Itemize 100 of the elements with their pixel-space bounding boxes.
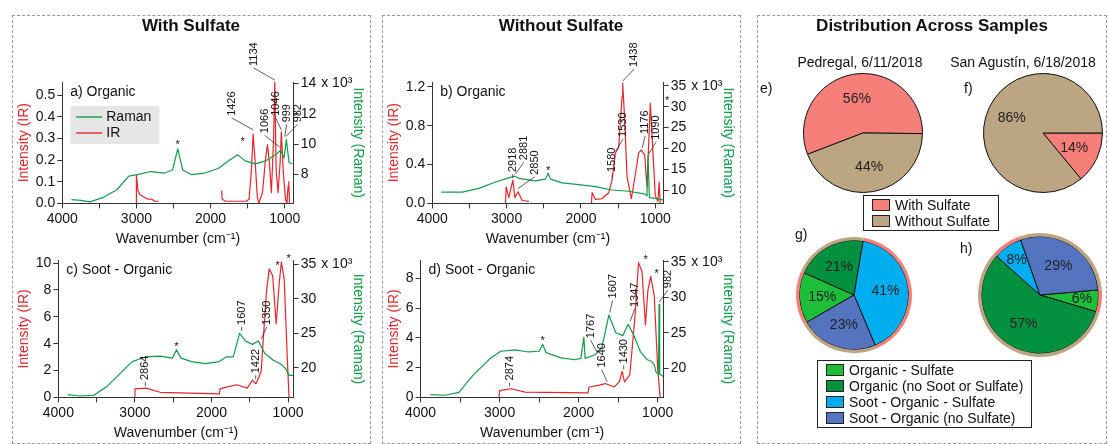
x-axis-title: Wavenumber (cm⁻¹) [479,424,605,441]
annotation: a) Organic [70,82,136,99]
annotation: * [654,267,660,280]
y-tick-label: 8 [43,280,52,297]
annotation: 2874 [502,355,515,381]
y2-axis-title: Intensity (Raman) [350,273,367,385]
data-label: 15% [808,287,837,304]
legend-label: Soot - Organic (no Sulfate) [849,410,1016,426]
y-tick-label: 0.2 [35,150,56,167]
y2-tick-label: 14 [300,74,317,91]
chart-title: Distribution Across Samples [815,16,1049,36]
annotation: 1607 [234,300,247,325]
x-axis-title: Wavenumber (cm⁻¹) [485,230,611,247]
y-axis-title: Intensity (IR) [385,289,402,369]
annotation: 1090 [649,115,662,140]
y-tick-label: 0.1 [35,172,56,189]
annotation: * [175,137,181,150]
x-tick-label: 2000 [195,403,228,420]
y2-tick-label: 25 [670,323,687,340]
x-tick-label: 3000 [491,209,523,226]
chart-subtitle: Pedregal, 6/11/2018 [797,54,923,70]
annotation: 1530 [616,112,629,137]
data-label: 29% [1044,257,1073,274]
x-tick-label: 3000 [120,209,153,226]
annotation: 1438 [627,42,640,67]
y2-tick-label: 35 [300,255,317,272]
chart-subtitle: San Agustín, 6/18/2018 [949,54,1097,70]
y-axis-title: Intensity (IR) [385,103,402,183]
y2-tick-label: 35 [670,252,687,269]
annotation: * [545,163,551,176]
text: x 10³ [691,252,723,269]
data-label: 23% [829,315,858,332]
y-tick-label: 0.4 [35,107,56,124]
y2-tick-label: 12 [300,104,317,121]
y-tick-label: 4 [43,334,52,351]
y2-tick-label: 20 [300,358,317,375]
annotation: 1426 [224,91,237,116]
data-label: 14% [1060,138,1089,155]
data-label: 21% [824,257,854,274]
annotation: 1347 [627,282,640,308]
annotation: * [240,135,246,148]
legend-label: Organic (no Soot or Sulfate) [849,378,1024,394]
y-axis-title: Intensity (IR) [15,103,32,183]
annotation: 2850 [527,150,540,175]
legend-label: IR [106,123,121,140]
x-tick-label: 4000 [46,209,79,226]
y-tick-label: 0.3 [35,129,56,146]
legend-label: With Sulfate [895,197,971,213]
y2-tick-label: 10 [670,181,687,198]
annotation: d) Soot - Organic [428,261,536,278]
annotation: 1176 [638,110,651,134]
y2-tick-label: 20 [670,359,687,376]
text: x 10³ [321,74,353,91]
annotation: * [665,93,671,106]
y-tick-label: 2 [43,361,52,378]
y-tick-label: 2 [405,358,414,375]
annotation: 982 [660,269,673,289]
legend-label: Organic - Sulfate [849,362,955,378]
text: e) [760,80,773,96]
y-tick-label: 4 [405,328,414,345]
data-label: 86% [997,109,1026,126]
y-tick-label: 1.2 [405,77,426,94]
y-tick-label: 0.0 [405,194,426,211]
y2-axis-title: Intensity (Raman) [720,87,737,198]
chart-title: Without Sulfate [497,16,625,36]
y-axis-title: Intensity (IR) [15,289,32,369]
data-label: 44% [855,157,884,174]
y2-tick-label: 20 [670,139,687,156]
annotation: 1134 [246,42,259,66]
annotation: * [540,334,546,347]
legend-label: Without Sulfate [895,213,990,229]
y2-axis-title: Intensity (Raman) [720,273,737,385]
x-tick-label: 1000 [269,209,301,226]
y2-axis-title: Intensity (Raman) [350,87,367,198]
x-tick-label: 4000 [42,403,75,420]
y2-tick-label: 15 [670,160,687,177]
y-tick-label: 0.4 [405,155,426,172]
y2-tick-label: 25 [670,118,687,135]
y2-tick-label: 25 [300,324,317,341]
text: g) [795,226,808,242]
x-tick-label: 4000 [416,209,449,226]
annotation: 1767 [583,313,596,339]
data-label: 56% [842,89,871,106]
y2-tick-label: 30 [670,288,687,305]
x-tick-label: 3000 [484,403,516,420]
annotation: 982 [290,104,303,123]
y-tick-label: 0 [43,388,52,405]
annotation: * [174,339,180,352]
annotation: 2864 [138,355,151,380]
x-tick-label: 4000 [405,403,437,420]
text: x 10³ [691,76,723,93]
annotation: 1430 [616,339,629,364]
y2-tick-label: 10 [300,135,317,152]
legend-label: Soot - Organic - Sulfate [849,394,996,410]
x-axis-title: Wavenumber (cm⁻¹) [113,424,239,441]
x-tick-label: 3000 [119,403,151,420]
y2-tick-label: 30 [300,289,317,306]
y2-tick-label: 35 [670,76,687,93]
x-tick-label: 2000 [565,209,597,226]
text: h) [960,240,973,256]
